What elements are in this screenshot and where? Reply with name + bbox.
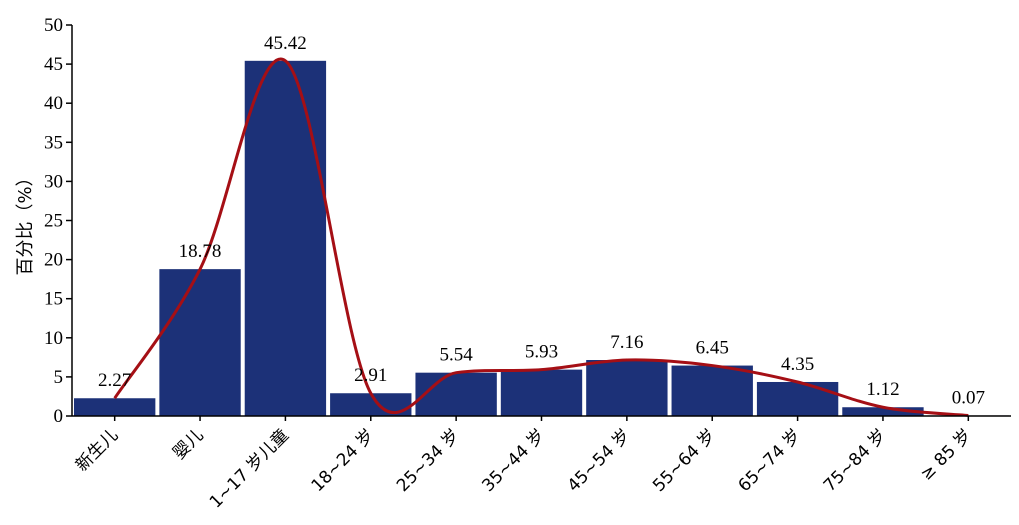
- bar: [500, 369, 583, 416]
- bar: [756, 381, 839, 416]
- labels: 0 5 10 15 20 25 30 35 40 45 50 新生儿 婴儿1~17 岁儿童 18~24 岁…: [44, 15, 985, 512]
- data-label: 5.93: [525, 342, 558, 363]
- x-tick-label: 婴儿: [169, 425, 207, 463]
- x-tick-label: 75~84 岁: [820, 425, 891, 496]
- data-label: 45.42: [264, 33, 307, 54]
- x-tick-label: 55~64 岁: [649, 425, 720, 496]
- data-label: 18.78: [179, 241, 222, 262]
- y-tick-label: 35: [44, 132, 63, 153]
- x-tick-label: 新生儿: [72, 425, 122, 475]
- data-label: 7.16: [610, 332, 643, 353]
- y-tick-label: 5: [54, 367, 64, 388]
- bars: [74, 60, 1009, 416]
- bar: [415, 372, 497, 416]
- y-tick-label: 20: [44, 250, 63, 271]
- y-tick-label: 10: [44, 328, 63, 349]
- x-tick-label: 65~74 岁: [734, 425, 805, 496]
- bar: [330, 393, 412, 416]
- x-tick-label: 25~34 岁: [393, 425, 464, 496]
- data-label: 2.27: [98, 370, 131, 391]
- y-axis-title: 百分比（%）: [15, 168, 36, 275]
- axes: [66, 24, 1011, 421]
- bar: [159, 269, 241, 416]
- x-tick-label: ≥ 85 岁: [917, 425, 976, 484]
- x-tick-label: 45~54 岁: [564, 425, 635, 496]
- trend-line-layer: [113, 57, 969, 417]
- y-tick-label: 25: [44, 211, 63, 232]
- data-label: 0.07: [952, 387, 985, 408]
- y-tick-label: 30: [44, 171, 63, 192]
- data-label: 2.91: [354, 365, 387, 386]
- y-tick-label: 40: [44, 93, 63, 114]
- bar: [842, 407, 924, 416]
- y-tick-label: 15: [44, 289, 63, 310]
- data-label: 6.45: [696, 338, 729, 359]
- bar: [74, 398, 156, 416]
- trend-line: [113, 57, 969, 417]
- bar: [244, 60, 327, 416]
- y-tick-label: 45: [44, 54, 63, 75]
- x-tick-label: 1~17 岁儿童: [206, 425, 293, 512]
- data-label: 5.54: [440, 345, 474, 366]
- y-tick-label: 50: [44, 15, 63, 36]
- bar: [671, 365, 753, 416]
- bar: [586, 360, 668, 416]
- y-tick-label: 0: [54, 406, 64, 427]
- x-tick-label: 18~24 岁: [308, 425, 379, 496]
- data-label: 1.12: [866, 379, 899, 400]
- x-tick-label: 35~44 岁: [478, 425, 549, 496]
- data-label: 4.35: [781, 354, 814, 375]
